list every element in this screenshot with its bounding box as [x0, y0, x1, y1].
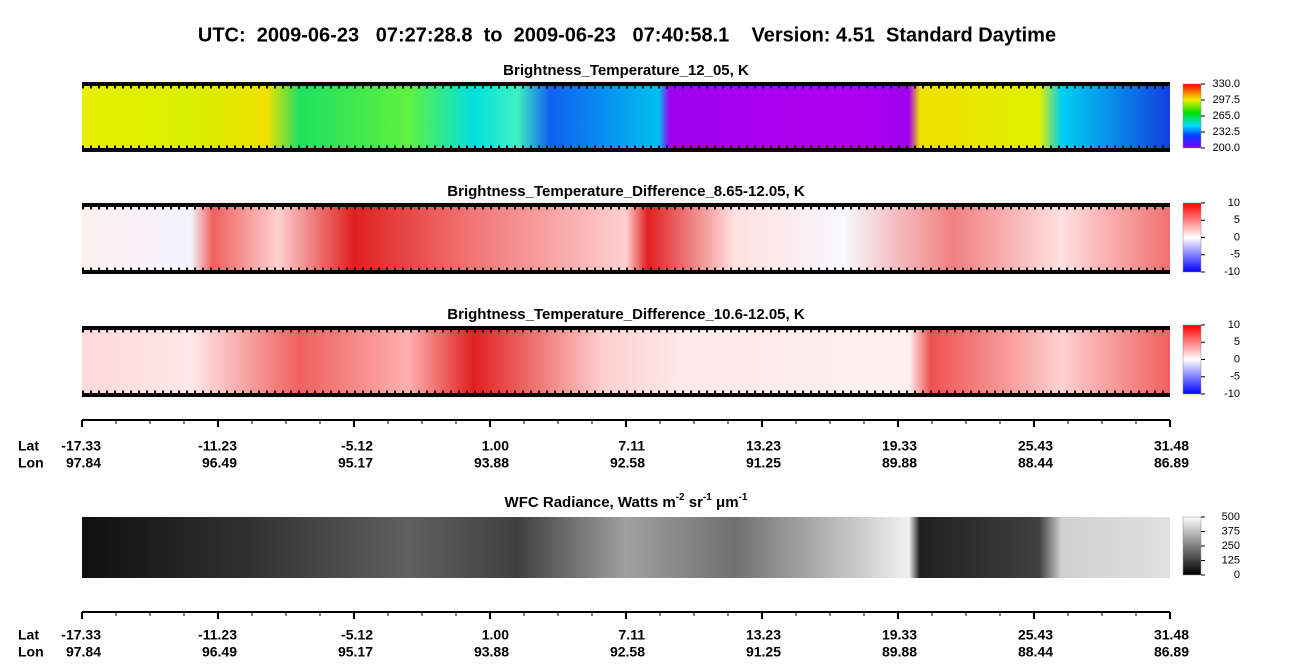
- panel-title: Brightness_Temperature_12_05, K: [503, 62, 749, 79]
- lon-tick-label: 89.88: [882, 644, 917, 660]
- colorbar: [1182, 83, 1202, 149]
- lat-tick-label: -5.12: [341, 438, 373, 454]
- title-part: -1: [739, 492, 748, 503]
- lat-tick-label: 31.48: [1154, 438, 1189, 454]
- colorbar-label: 200.0: [1212, 142, 1240, 154]
- title-part: sr: [685, 494, 704, 511]
- colorbar-label: 0: [1234, 231, 1240, 243]
- lon-tick-label: 86.89: [1154, 455, 1189, 471]
- lat-tick-label: 1.00: [482, 627, 509, 643]
- lon-tick-label: 96.49: [202, 455, 237, 471]
- lon-tick-label: 97.84: [66, 455, 101, 471]
- lon-tick-label: 89.88: [882, 455, 917, 471]
- image-strip: [82, 328, 1170, 395]
- colorbar-label: 5: [1234, 214, 1240, 226]
- lat-tick-label: 25.43: [1018, 627, 1053, 643]
- colorbar-label: 0: [1234, 569, 1240, 581]
- lon-tick-label: 96.49: [202, 644, 237, 660]
- lat-tick-label: 7.11: [619, 438, 646, 454]
- title-part: -1: [703, 492, 712, 503]
- colorbar: [1182, 202, 1202, 273]
- lon-tick-label: 95.17: [338, 644, 373, 660]
- panel-title: WFC Radiance, Watts m-2 sr-1 μm-1: [505, 492, 748, 511]
- lon-label: Lon: [18, 455, 44, 471]
- colorbar-label: 297.5: [1212, 94, 1240, 106]
- lon-tick-label: 91.25: [746, 455, 781, 471]
- lon-tick-label: 92.58: [610, 455, 645, 471]
- lat-tick-label: 25.43: [1018, 438, 1053, 454]
- lon-tick-label: 86.89: [1154, 644, 1189, 660]
- colorbar-label: 10: [1228, 197, 1240, 209]
- colorbar-label: -10: [1224, 266, 1240, 278]
- panel-title: Brightness_Temperature_Difference_10.6-1…: [447, 306, 805, 323]
- lon-tick-label: 97.84: [66, 644, 101, 660]
- lat-tick-label: -17.33: [61, 438, 101, 454]
- lon-label: Lon: [18, 644, 44, 660]
- colorbar-label: 0: [1234, 353, 1240, 365]
- colorbar-label: 232.5: [1212, 126, 1240, 138]
- colorbar-label: 500: [1222, 511, 1240, 523]
- colorbar-label: 125: [1222, 554, 1240, 566]
- lat-tick-label: -11.23: [198, 627, 237, 643]
- lon-tick-label: 91.25: [746, 644, 781, 660]
- lat-tick-label: 13.23: [746, 438, 781, 454]
- lat-tick-label: -11.23: [198, 438, 237, 454]
- colorbar-label: 10: [1228, 319, 1240, 331]
- lat-label: Lat: [18, 627, 39, 643]
- colorbar-label: -5: [1230, 371, 1240, 383]
- colorbar-label: -10: [1224, 388, 1240, 400]
- lon-tick-label: 88.44: [1018, 644, 1053, 660]
- image-strip: [82, 84, 1170, 150]
- lat-tick-label: 31.48: [1154, 627, 1189, 643]
- lon-tick-label: 93.88: [474, 455, 509, 471]
- lat-tick-label: 13.23: [746, 627, 781, 643]
- lon-tick-label: 88.44: [1018, 455, 1053, 471]
- lat-tick-label: 19.33: [882, 627, 917, 643]
- lat-tick-label: -17.33: [61, 627, 101, 643]
- colorbar-label: 375: [1222, 525, 1240, 537]
- title-part: μm: [712, 494, 739, 511]
- colorbar-label: 330.0: [1212, 78, 1240, 90]
- colorbar-label: 5: [1234, 336, 1240, 348]
- lat-tick-label: 1.00: [482, 438, 509, 454]
- title-part: -2: [676, 492, 685, 503]
- colorbar: [1182, 324, 1202, 395]
- main-title: UTC: 2009-06-23 07:27:28.8 to 2009-06-23…: [198, 24, 1056, 46]
- panel-title: Brightness_Temperature_Difference_8.65-1…: [447, 183, 805, 200]
- colorbar-label: 250: [1222, 540, 1240, 552]
- lat-tick-label: 19.33: [882, 438, 917, 454]
- colorbar: [1182, 516, 1202, 576]
- colorbar-label: 265.0: [1212, 110, 1240, 122]
- lat-tick-label: -5.12: [341, 627, 373, 643]
- lon-tick-label: 93.88: [474, 644, 509, 660]
- lat-tick-label: 7.11: [619, 627, 646, 643]
- lon-tick-label: 92.58: [610, 644, 645, 660]
- image-strip: [82, 205, 1170, 272]
- colorbar-label: -5: [1230, 249, 1240, 261]
- title-part: WFC Radiance, Watts m: [505, 494, 676, 511]
- lon-tick-label: 95.17: [338, 455, 373, 471]
- lat-label: Lat: [18, 438, 39, 454]
- image-strip: [82, 517, 1170, 578]
